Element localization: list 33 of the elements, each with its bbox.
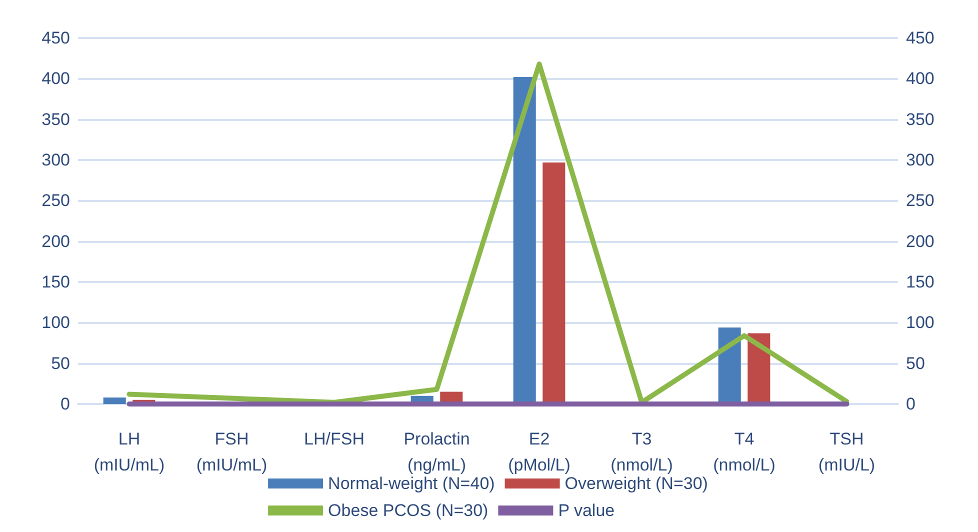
y-tick-label: 450 (42, 28, 70, 48)
legend-label: Obese PCOS (N=30) (328, 501, 488, 520)
y2-tick-label: 0 (906, 394, 916, 414)
y2-tick-label: 100 (906, 313, 934, 332)
x-tick-label: LH/FSH (304, 430, 364, 448)
x-tick-label: E2 (pMol/L) (508, 430, 570, 474)
y-tick-label: 250 (42, 191, 70, 210)
y2-tick-label: 150 (906, 272, 934, 292)
y2-tick-label: 250 (906, 191, 934, 210)
legend-label: Normal-weight (N=40) (328, 474, 495, 493)
y-tick-label: 350 (42, 110, 70, 129)
x-tick-label: T4 (nmol/L) (713, 430, 776, 474)
legend-label: Overweight (N=30) (564, 474, 708, 493)
y2-tick-label: 450 (906, 28, 934, 48)
y-tick-label: 100 (42, 313, 70, 332)
legend-label: P value (558, 501, 615, 520)
y-tick-label: 300 (42, 150, 70, 170)
y2-tick-label: 50 (906, 354, 925, 373)
x-tick-label: LH (mIU/mL) (94, 430, 165, 474)
y-tick-label: 0 (60, 394, 70, 414)
y-tick-label: 50 (51, 354, 70, 373)
x-tick-label: TSH (mIU/L) (818, 430, 876, 474)
y-tick-label: 150 (42, 272, 70, 292)
y2-tick-label: 300 (906, 150, 934, 170)
bar (103, 397, 126, 404)
y2-tick-label: 400 (906, 69, 934, 88)
x-tick-label: T3 (nmol/L) (610, 430, 673, 474)
y2-tick-label: 200 (906, 232, 934, 251)
x-tick-label: FSH (mIU/mL) (196, 430, 268, 474)
y-tick-label: 400 (42, 69, 70, 88)
y2-tick-label: 350 (906, 110, 934, 129)
y-tick-label: 200 (42, 232, 70, 251)
x-tick-label: Prolactin (ng/mL) (404, 430, 470, 474)
